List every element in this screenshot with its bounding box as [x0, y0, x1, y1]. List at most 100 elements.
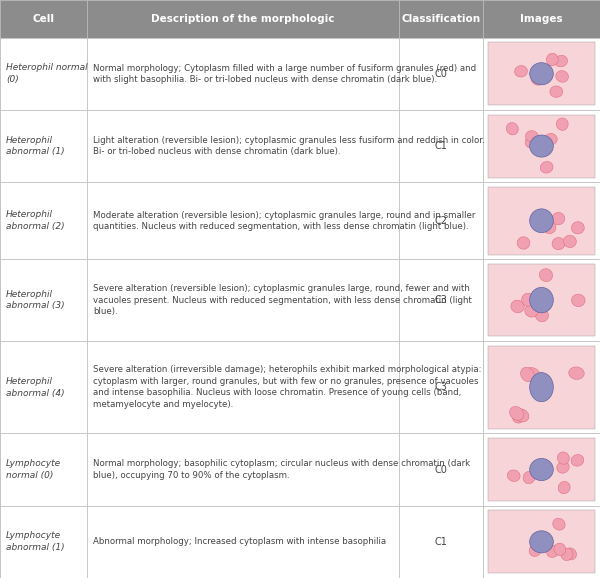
Bar [399, 434, 483, 506]
Bar [399, 506, 483, 578]
Bar [87, 506, 399, 578]
Bar [0, 110, 87, 182]
Bar [399, 38, 483, 110]
Bar [399, 182, 483, 260]
Bar [0, 182, 87, 260]
Ellipse shape [530, 135, 553, 157]
Bar [488, 264, 595, 336]
Ellipse shape [530, 62, 553, 85]
Ellipse shape [552, 238, 565, 250]
Bar [488, 187, 595, 255]
Ellipse shape [563, 235, 577, 247]
Bar [488, 438, 595, 501]
Bar [87, 341, 399, 434]
Ellipse shape [558, 481, 570, 494]
Ellipse shape [530, 531, 553, 553]
Ellipse shape [561, 549, 573, 561]
Text: Severe alteration (irreversible damage); heterophils exhibit marked morphologica: Severe alteration (irreversible damage);… [93, 365, 482, 409]
Ellipse shape [525, 368, 540, 381]
Text: C2: C2 [434, 216, 448, 226]
Bar [488, 114, 595, 177]
Ellipse shape [564, 548, 577, 560]
Ellipse shape [535, 309, 548, 322]
Bar [399, 260, 483, 341]
Ellipse shape [508, 470, 520, 481]
Ellipse shape [556, 71, 568, 82]
Ellipse shape [530, 209, 553, 232]
Text: Heterophil normal
(0): Heterophil normal (0) [6, 64, 88, 84]
Text: C1: C1 [434, 537, 448, 547]
Bar [399, 110, 483, 182]
Text: C0: C0 [434, 69, 448, 79]
Text: Images: Images [520, 14, 563, 24]
Text: C3: C3 [434, 295, 448, 305]
Text: Description of the morphologic: Description of the morphologic [151, 14, 335, 24]
Text: Normal morphology; Cytoplasm filled with a large number of fusiform granules (re: Normal morphology; Cytoplasm filled with… [93, 64, 476, 84]
Text: Normal morphology; basophilic cytoplasm; circular nucleus with dense chromatin (: Normal morphology; basophilic cytoplasm;… [93, 460, 470, 480]
Ellipse shape [572, 294, 585, 306]
Ellipse shape [521, 293, 535, 306]
Bar [483, 341, 600, 434]
Bar [483, 38, 600, 110]
Text: Heterophil
abnormal (4): Heterophil abnormal (4) [6, 377, 65, 398]
Bar [87, 0, 399, 38]
Ellipse shape [530, 287, 553, 313]
Bar [0, 341, 87, 434]
Bar [483, 506, 600, 578]
Bar [483, 260, 600, 341]
Bar [483, 110, 600, 182]
Bar [399, 0, 483, 38]
Text: C3: C3 [434, 382, 448, 392]
Bar [483, 0, 600, 38]
Bar [488, 346, 595, 429]
Ellipse shape [555, 55, 568, 67]
Text: Classification: Classification [401, 14, 481, 24]
Bar [0, 38, 87, 110]
Ellipse shape [509, 406, 524, 420]
Bar [87, 182, 399, 260]
Bar [87, 260, 399, 341]
Ellipse shape [532, 74, 544, 85]
Ellipse shape [521, 367, 534, 381]
Ellipse shape [517, 237, 530, 249]
Ellipse shape [543, 221, 556, 234]
Bar [488, 510, 595, 573]
Bar [483, 182, 600, 260]
Bar [483, 434, 600, 506]
Bar [87, 434, 399, 506]
Ellipse shape [539, 269, 553, 281]
Text: Lymphocyte
abnormal (1): Lymphocyte abnormal (1) [6, 531, 65, 552]
Ellipse shape [512, 409, 527, 423]
Ellipse shape [511, 300, 524, 313]
Ellipse shape [571, 222, 584, 234]
Ellipse shape [547, 546, 559, 557]
Ellipse shape [557, 452, 569, 464]
Ellipse shape [525, 305, 538, 317]
Text: Heterophil
abnormal (1): Heterophil abnormal (1) [6, 136, 65, 157]
Ellipse shape [526, 131, 538, 142]
Bar [87, 38, 399, 110]
Ellipse shape [557, 461, 569, 473]
Bar [87, 110, 399, 182]
Ellipse shape [530, 373, 553, 402]
Bar [0, 0, 87, 38]
Ellipse shape [547, 53, 558, 66]
Bar [488, 42, 595, 105]
Ellipse shape [571, 454, 584, 466]
Text: Severe alteration (reversible lesion); cytoplasmic granules large, round, fewer : Severe alteration (reversible lesion); c… [93, 284, 472, 316]
Bar [0, 260, 87, 341]
Ellipse shape [529, 544, 541, 557]
Bar [0, 506, 87, 578]
Text: Heterophil
abnormal (3): Heterophil abnormal (3) [6, 290, 65, 310]
Text: Heterophil
abnormal (2): Heterophil abnormal (2) [6, 210, 65, 231]
Text: Moderate alteration (reversible lesion); cytoplasmic granules large, round and i: Moderate alteration (reversible lesion);… [93, 210, 475, 231]
Text: Light alteration (reversible lesion); cytoplasmic granules less fusiform and red: Light alteration (reversible lesion); cy… [93, 136, 485, 156]
Ellipse shape [515, 66, 527, 77]
Text: Abnormal morphology; Increased cytoplasm with intense basophilia: Abnormal morphology; Increased cytoplasm… [93, 538, 386, 546]
Bar [0, 434, 87, 506]
Bar [399, 341, 483, 434]
Ellipse shape [525, 136, 537, 148]
Ellipse shape [530, 458, 553, 480]
Text: Lymphocyte
normal (0): Lymphocyte normal (0) [6, 459, 61, 480]
Ellipse shape [544, 134, 557, 145]
